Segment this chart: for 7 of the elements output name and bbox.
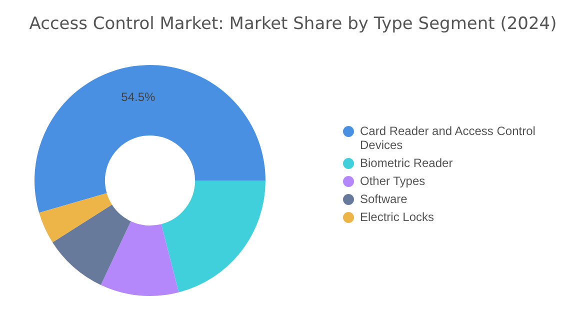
legend-label: Other Types [360,174,426,188]
legend-label: Software [360,192,408,206]
legend-label: Biometric Reader [360,156,453,170]
legend-label: Card Reader and Access Control Devices [360,124,536,152]
data-label: 54.5% [121,90,156,104]
chart-title: Access Control Market: Market Share by Type Segment (2024) [28,14,558,34]
legend-label: Electric Locks [360,210,434,224]
